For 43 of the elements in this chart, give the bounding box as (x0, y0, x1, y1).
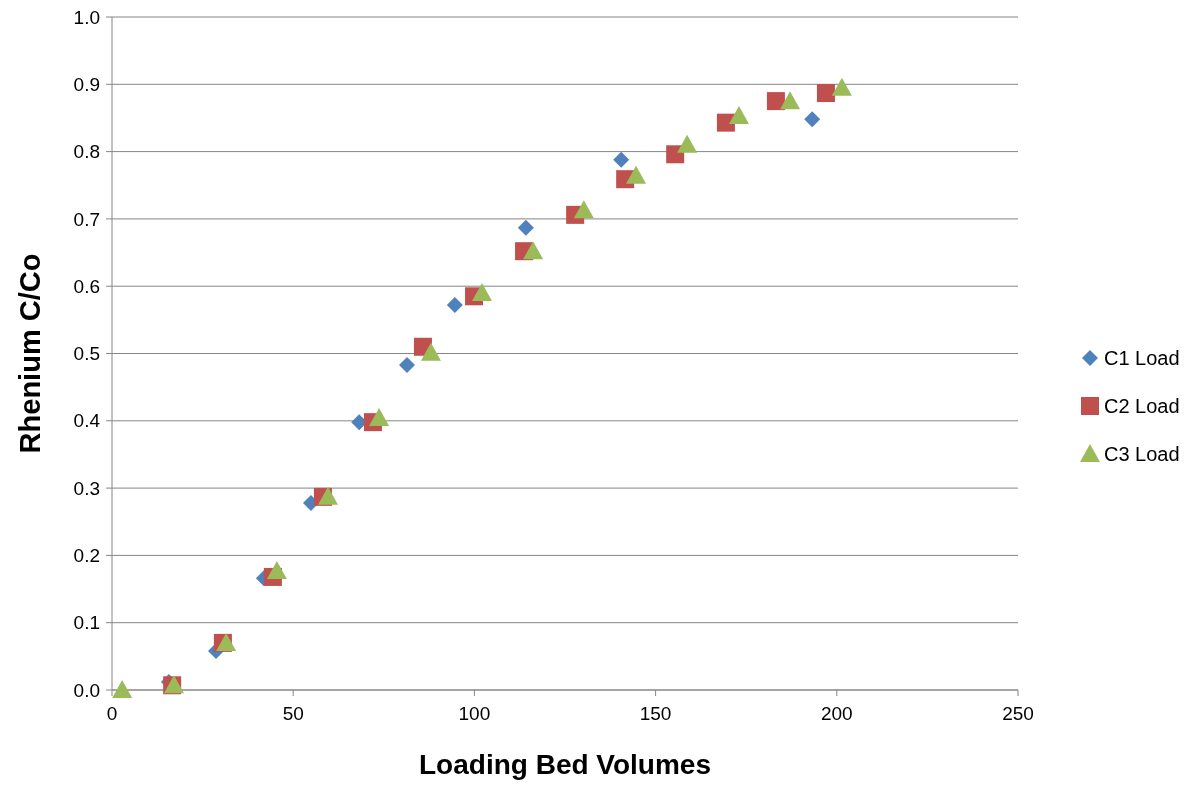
point (420, 342, 441, 361)
legend-label: C1 Load (1104, 347, 1180, 369)
y-tick-label: 0.6 (73, 275, 100, 297)
point (677, 134, 698, 153)
y-axis-title: Rhenium C/Co (14, 253, 46, 454)
point (573, 200, 594, 219)
point (266, 560, 287, 579)
y-tick-label: 0.0 (73, 679, 100, 701)
x-tick-label: 250 (1002, 703, 1034, 724)
point (766, 92, 785, 111)
point (216, 632, 237, 651)
y-tick-label: 0.8 (73, 141, 100, 163)
y-tick-label: 1.0 (73, 6, 100, 28)
y-tick-label: 0.4 (73, 410, 101, 432)
point (626, 165, 647, 184)
point (816, 84, 835, 103)
point (472, 282, 493, 301)
y-tick-label: 0.3 (73, 477, 100, 499)
point (613, 151, 630, 168)
x-axis-title: Loading Bed Volumes (419, 749, 711, 780)
y-tick-label: 0.1 (73, 612, 100, 634)
point (369, 408, 390, 427)
point (112, 680, 133, 698)
point (317, 486, 338, 505)
x-tick-label: 150 (639, 703, 672, 724)
y-tick-label: 0.5 (73, 343, 100, 365)
point (804, 111, 821, 128)
x-tick-label: 100 (458, 703, 491, 724)
legend-label: C3 Load (1104, 443, 1180, 465)
x-tick-label: 200 (820, 703, 853, 724)
point (780, 91, 801, 110)
point (398, 356, 415, 373)
point (446, 297, 463, 314)
point (523, 241, 544, 260)
y-tick-label: 0.9 (73, 73, 100, 95)
x-tick-label: 50 (282, 703, 304, 724)
point (831, 77, 852, 96)
y-tick-label: 0.7 (73, 208, 100, 230)
point (517, 219, 534, 236)
point (728, 105, 749, 124)
x-tick-label: 0 (106, 703, 118, 724)
legend-label: C2 Load (1104, 395, 1180, 417)
y-tick-label: 0.2 (73, 545, 100, 567)
